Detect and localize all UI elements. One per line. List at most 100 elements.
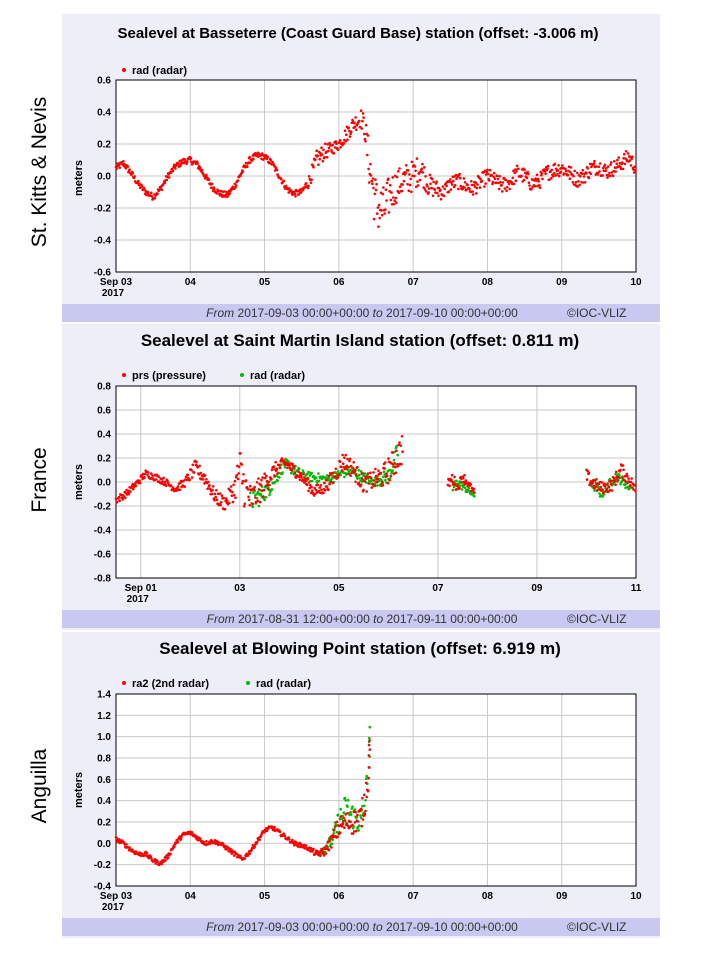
data-point bbox=[341, 453, 344, 457]
data-point bbox=[301, 189, 305, 192]
chart-panel-blowing-point: Sealevel at Blowing Point station (offse… bbox=[62, 632, 660, 938]
data-point bbox=[630, 157, 633, 161]
data-point bbox=[573, 169, 576, 173]
data-point bbox=[232, 493, 236, 497]
data-point bbox=[274, 460, 277, 464]
data-point bbox=[177, 161, 180, 165]
data-point bbox=[431, 194, 435, 198]
data-point bbox=[408, 173, 411, 176]
data-point bbox=[622, 157, 625, 160]
data-point bbox=[414, 169, 417, 173]
data-point bbox=[511, 176, 515, 180]
data-point bbox=[278, 466, 282, 470]
data-point bbox=[364, 123, 368, 127]
data-point bbox=[613, 160, 616, 163]
data-point bbox=[458, 487, 461, 490]
data-point bbox=[320, 146, 323, 149]
data-point bbox=[388, 478, 391, 482]
data-point bbox=[200, 168, 204, 172]
data-point bbox=[359, 470, 363, 473]
data-point bbox=[427, 191, 430, 194]
data-point bbox=[293, 190, 296, 194]
data-point bbox=[356, 477, 359, 480]
data-point bbox=[291, 838, 294, 842]
data-point bbox=[363, 812, 367, 815]
data-point bbox=[205, 840, 208, 843]
data-point bbox=[371, 482, 375, 486]
footer: From 2017-09-03 00:00+00:00 to 2017-09-1… bbox=[62, 918, 660, 936]
data-point bbox=[325, 478, 328, 482]
data-point bbox=[131, 171, 134, 175]
data-point bbox=[404, 171, 408, 175]
data-point bbox=[356, 466, 359, 469]
data-point bbox=[387, 177, 390, 180]
data-point bbox=[407, 189, 411, 192]
x-tick-label: 04 bbox=[185, 277, 197, 288]
data-point bbox=[174, 167, 177, 170]
data-point bbox=[421, 171, 425, 174]
data-point bbox=[258, 838, 261, 842]
data-point bbox=[160, 862, 164, 866]
data-point bbox=[268, 483, 271, 487]
data-point bbox=[364, 799, 367, 802]
data-point bbox=[455, 479, 458, 483]
data-point bbox=[496, 177, 500, 181]
data-point bbox=[146, 471, 150, 474]
data-point bbox=[237, 472, 240, 475]
data-point bbox=[158, 188, 161, 192]
data-point bbox=[475, 192, 478, 195]
data-point bbox=[351, 805, 354, 808]
data-point bbox=[276, 479, 279, 482]
data-point bbox=[234, 184, 238, 187]
data-point bbox=[503, 187, 507, 190]
data-point bbox=[619, 468, 622, 472]
data-point bbox=[169, 484, 173, 487]
y-tick-label: 0.4 bbox=[97, 108, 111, 119]
data-point bbox=[621, 464, 625, 467]
data-point bbox=[275, 469, 278, 473]
data-point bbox=[338, 824, 341, 828]
data-point bbox=[216, 840, 219, 843]
data-point bbox=[582, 175, 586, 178]
data-point bbox=[383, 212, 387, 215]
data-point bbox=[354, 829, 358, 833]
data-point bbox=[576, 185, 580, 188]
data-point bbox=[297, 475, 301, 479]
data-point bbox=[463, 486, 467, 490]
data-point bbox=[385, 199, 388, 202]
data-point bbox=[208, 842, 212, 845]
data-point bbox=[484, 182, 487, 185]
data-point bbox=[549, 177, 553, 180]
data-point bbox=[160, 188, 164, 191]
data-point bbox=[377, 225, 380, 228]
data-point bbox=[161, 480, 164, 483]
data-point bbox=[195, 460, 198, 464]
data-point bbox=[622, 468, 625, 472]
data-point bbox=[318, 486, 322, 489]
data-point bbox=[623, 162, 627, 166]
data-point bbox=[325, 844, 328, 847]
data-point bbox=[286, 466, 289, 470]
data-point bbox=[275, 168, 279, 172]
data-point bbox=[485, 170, 489, 174]
data-point bbox=[178, 159, 182, 163]
data-point bbox=[134, 484, 138, 488]
data-point bbox=[211, 488, 214, 492]
data-point bbox=[354, 480, 357, 484]
data-point bbox=[536, 177, 540, 181]
data-point bbox=[280, 177, 283, 181]
data-point bbox=[384, 461, 387, 464]
data-point bbox=[328, 838, 332, 841]
data-point bbox=[346, 457, 349, 461]
data-point bbox=[367, 754, 371, 757]
data-point bbox=[347, 126, 351, 130]
data-point bbox=[243, 502, 247, 506]
data-point bbox=[401, 450, 404, 453]
data-point bbox=[326, 143, 330, 146]
data-point bbox=[492, 175, 495, 179]
data-point bbox=[163, 181, 167, 184]
data-point bbox=[371, 177, 375, 180]
data-point bbox=[430, 186, 434, 190]
data-point bbox=[332, 829, 336, 832]
data-point bbox=[377, 469, 380, 473]
